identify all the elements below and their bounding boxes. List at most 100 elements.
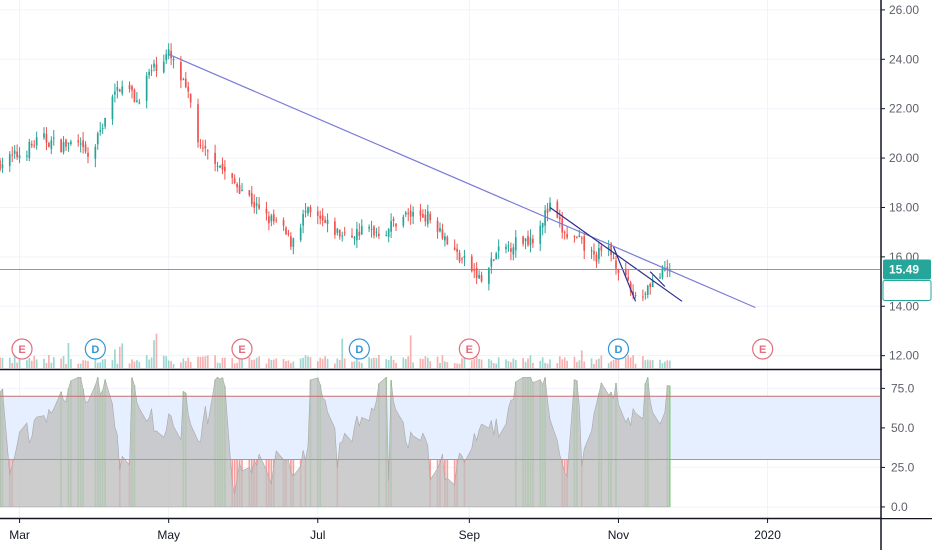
candle-body: [224, 166, 226, 172]
volume-bar: [341, 338, 344, 368]
price-axis[interactable]: 26.0024.0022.0020.0018.0016.0014.0012.00…: [881, 0, 932, 518]
volume-bar: [446, 362, 449, 368]
volume-bar: [292, 361, 295, 368]
volume-bar: [221, 357, 224, 368]
trend-line[interactable]: [612, 246, 637, 302]
volume-bar: [617, 356, 620, 368]
volume-bar: [664, 361, 666, 368]
volume-bar: [79, 363, 82, 368]
candle-body: [441, 229, 444, 239]
volume-bar: [370, 358, 373, 368]
candle-body: [153, 63, 155, 68]
candle-body: [478, 274, 480, 279]
candle-body: [206, 150, 209, 152]
candle-body: [512, 247, 515, 255]
candle-body: [593, 251, 595, 255]
volume-bar: [307, 356, 309, 368]
volume-bar: [426, 357, 429, 368]
candle-body: [422, 214, 424, 218]
event-marker-e[interactable]: E: [752, 338, 774, 360]
candle-body: [302, 213, 304, 226]
candle-body: [96, 133, 99, 145]
volume-bar: [351, 361, 353, 368]
candle-body: [162, 61, 165, 73]
volume-bar: [387, 360, 390, 368]
candle-body: [368, 226, 370, 229]
candle-body: [360, 226, 363, 235]
event-marker-d[interactable]: D: [607, 338, 630, 360]
candle-body: [241, 189, 243, 192]
event-marker-circle: [752, 338, 774, 360]
volume-bar: [50, 362, 53, 368]
volume-bar: [224, 357, 226, 368]
candle-body: [136, 100, 138, 103]
volume-bar: [236, 362, 238, 368]
volume-bar: [145, 355, 148, 368]
volume-bar: [463, 357, 466, 368]
candle-body: [319, 215, 322, 219]
candle-body: [338, 229, 341, 237]
candle-body: [182, 79, 185, 81]
volume-bar: [155, 333, 158, 368]
volume-bar: [598, 358, 600, 368]
volume-bar: [96, 362, 99, 368]
candle-body: [358, 231, 361, 236]
event-marker-e[interactable]: E: [231, 338, 253, 360]
volume-bar: [563, 357, 566, 368]
candle-body: [412, 211, 414, 217]
candle-body: [43, 133, 45, 138]
event-marker-d[interactable]: D: [348, 338, 370, 360]
trend-line[interactable]: [649, 271, 666, 287]
volume-bar: [309, 357, 312, 368]
volume-bar: [615, 356, 617, 368]
candle-body: [505, 246, 507, 250]
volume-bar: [241, 355, 243, 368]
volume-bar: [473, 359, 476, 368]
candle-body: [336, 228, 339, 233]
candle-body: [629, 282, 632, 292]
volume-bar: [456, 363, 458, 368]
event-marker-e[interactable]: E: [11, 338, 33, 360]
volume-bar: [48, 355, 50, 368]
trend-lines[interactable]: [168, 53, 756, 309]
volume-bar: [512, 358, 515, 368]
candle-body: [219, 165, 221, 168]
candle-body: [600, 246, 603, 251]
volume-bar: [77, 363, 80, 368]
volume-bar: [65, 363, 67, 368]
time-tick-label: May: [157, 528, 180, 542]
candle-body: [155, 64, 158, 71]
candle-body: [407, 212, 410, 214]
candle-body: [385, 235, 388, 237]
last-price-tag[interactable]: [883, 259, 931, 280]
candle-body: [62, 142, 65, 153]
volume-bar: [402, 357, 405, 368]
candle-body: [52, 137, 55, 139]
volume-bar: [219, 363, 221, 368]
volume-bar: [576, 361, 578, 368]
candle-body: [265, 208, 268, 214]
event-marker-circle: [231, 338, 253, 360]
candle-body: [583, 236, 586, 251]
candle-body: [255, 203, 258, 206]
volume-bar: [270, 359, 273, 368]
event-marker-d[interactable]: D: [84, 338, 106, 360]
trend-line[interactable]: [168, 53, 756, 309]
candle-body: [532, 239, 534, 244]
candle-body: [18, 155, 21, 159]
volume-bar: [18, 357, 21, 368]
volume-bar: [646, 359, 649, 368]
candle-body: [67, 142, 70, 145]
price-tick-label: 12.00: [889, 349, 919, 363]
indicator-axis[interactable]: 75.0 50.0 25.0 0.0: [881, 381, 915, 514]
candle-body: [82, 140, 84, 147]
volume-bar: [556, 363, 559, 368]
candle-body: [353, 237, 356, 239]
candle-body: [453, 247, 456, 250]
event-marker-e[interactable]: E: [458, 338, 480, 360]
volume-bar: [436, 356, 439, 368]
time-axis[interactable]: Mar May Jul Sep Nov 2020: [9, 519, 781, 542]
volume-bar: [439, 362, 441, 368]
